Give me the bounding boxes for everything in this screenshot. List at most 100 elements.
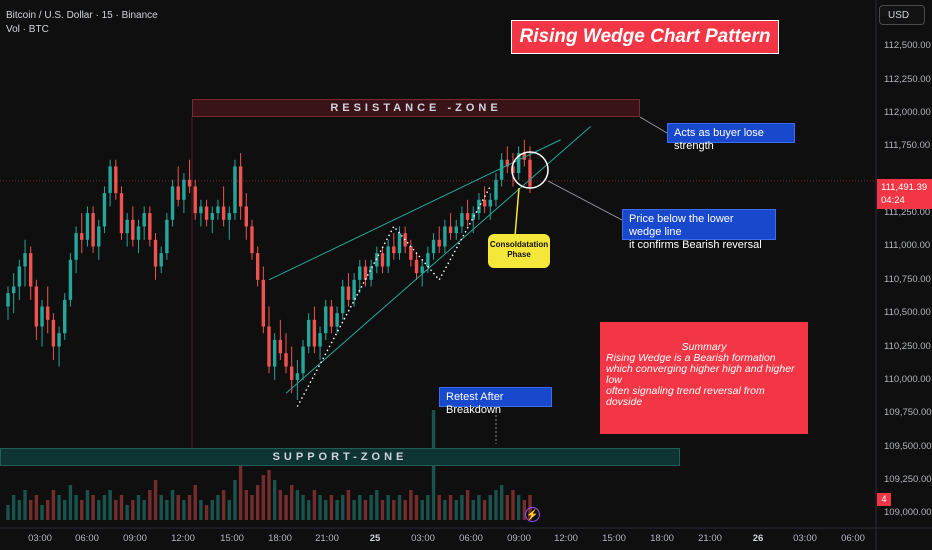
- candle-body: [255, 253, 260, 280]
- candle-body: [511, 166, 515, 174]
- volume-bar: [329, 495, 334, 520]
- price-tick: 110,500.00: [884, 307, 931, 319]
- volume-bar: [363, 500, 368, 520]
- time-tick: 06:00: [459, 533, 483, 544]
- volume-bar: [57, 495, 61, 520]
- price-tick: 111,000.00: [884, 240, 931, 252]
- price-tick: 111,750.00: [884, 140, 931, 152]
- candle-body: [159, 253, 163, 267]
- candle-body: [499, 159, 504, 180]
- candle-body: [170, 186, 175, 220]
- time-tick: 18:00: [650, 533, 674, 544]
- volume-bar: [23, 490, 27, 520]
- volume-bar: [255, 485, 260, 520]
- volume-bar: [511, 490, 515, 520]
- volume-bar: [267, 470, 271, 520]
- price-tick: 112,250.00: [884, 73, 931, 85]
- symbol-header: Bitcoin / U.S. Dollar · 15 · Binance: [6, 10, 158, 21]
- volume-bar: [318, 495, 322, 520]
- currency-button[interactable]: USD: [879, 5, 925, 25]
- time-tick: 06:00: [841, 533, 865, 544]
- volume-bar: [204, 505, 209, 520]
- volume-bar: [375, 490, 379, 520]
- volume-bar: [312, 490, 317, 520]
- time-tick: 09:00: [507, 533, 531, 544]
- candle-body: [193, 186, 197, 214]
- candle-body: [454, 226, 458, 234]
- volume-bar: [465, 490, 470, 520]
- candle-body: [102, 193, 107, 227]
- consolidation-line1: Consoldatation: [489, 240, 549, 249]
- summary-box: Summary Rising Wedge is a Bearish format…: [600, 322, 808, 434]
- volume-bar: [516, 495, 521, 520]
- candle-body: [363, 266, 368, 280]
- candle-body: [17, 266, 22, 287]
- volume-bar: [471, 500, 475, 520]
- candle-body: [108, 166, 112, 194]
- candle-body: [386, 246, 390, 267]
- candle-body: [28, 253, 33, 287]
- volume-bar: [278, 490, 283, 520]
- candle-body: [528, 159, 532, 187]
- volume-bar: [443, 500, 447, 520]
- time-tick: 12:00: [554, 533, 578, 544]
- volume-bar: [51, 490, 56, 520]
- lightning-icon[interactable]: ⚡: [525, 507, 540, 522]
- price-tick: 111,250.00: [884, 207, 931, 219]
- volume-bar: [40, 505, 44, 520]
- volume-bar: [187, 495, 192, 520]
- time-tick: 15:00: [602, 533, 626, 544]
- candle-body: [375, 253, 379, 267]
- candle-body: [420, 266, 424, 274]
- candle-body: [346, 286, 351, 300]
- volume-bar: [448, 495, 453, 520]
- time-tick: 21:00: [698, 533, 722, 544]
- volume-bar: [295, 490, 300, 520]
- candle-body: [335, 313, 339, 327]
- time-tick: 03:00: [411, 533, 435, 544]
- volume-bar: [102, 495, 107, 520]
- breakdown-callout: Price below the lower wedge line it conf…: [622, 209, 776, 251]
- candle-body: [148, 213, 152, 240]
- volume-bar: [414, 495, 419, 520]
- current-price: 111,491.39: [881, 182, 928, 193]
- candle-body: [392, 246, 396, 254]
- volume-bar: [482, 500, 487, 520]
- consolidation-pointer: [514, 187, 520, 237]
- candle-body: [488, 199, 492, 207]
- chart-title: Rising Wedge Chart Pattern: [511, 20, 779, 54]
- candle-body: [284, 353, 288, 367]
- candle-body: [494, 179, 498, 200]
- volume-bar: [352, 500, 356, 520]
- volume-bar: [233, 480, 237, 520]
- wedge-upper-line: [268, 139, 561, 281]
- volume-bar: [403, 500, 407, 520]
- volume-bar: [380, 500, 385, 520]
- price-tick: 110,000.00: [884, 373, 931, 385]
- wave-dotted-line: [296, 186, 491, 407]
- time-tick: 18:00: [268, 533, 292, 544]
- volume-bar: [68, 485, 73, 520]
- consolidation-circle: [511, 151, 549, 189]
- volume-bar: [142, 500, 146, 520]
- candle-body: [426, 253, 430, 267]
- candle-body: [448, 226, 453, 234]
- candle-body: [295, 373, 300, 380]
- candle-body: [278, 339, 283, 354]
- candle-body: [261, 279, 266, 327]
- candle-body: [397, 233, 402, 254]
- volume-bar: [114, 500, 118, 520]
- volume-bar: [358, 495, 362, 520]
- candle-body: [318, 333, 322, 347]
- candle-body: [51, 319, 56, 347]
- candle-body: [482, 199, 487, 207]
- candle-body: [119, 193, 124, 234]
- volume-bar: [34, 495, 39, 520]
- candle-body: [176, 186, 180, 200]
- volume-bar: [182, 500, 186, 520]
- volume-bar: [454, 500, 458, 520]
- candle-body: [409, 246, 413, 260]
- candle-body: [307, 319, 311, 347]
- candle-body: [358, 266, 362, 280]
